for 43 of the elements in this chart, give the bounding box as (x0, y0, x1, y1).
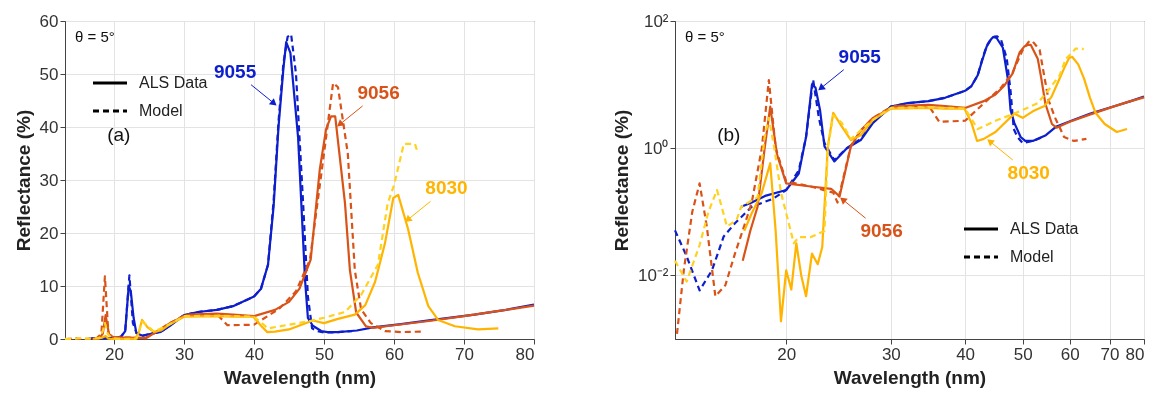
y-axis-title: Reflectance (%) (12, 109, 34, 252)
annotation: θ = 5° (75, 28, 115, 45)
y-tick-label: 0 (49, 329, 59, 349)
annotation: ALS Data (139, 74, 208, 91)
x-tick-label: 70 (455, 344, 474, 364)
y-axis-title: Reflectance (%) (610, 109, 632, 252)
y-tick-label: 50 (39, 64, 59, 84)
line-series (91, 193, 500, 341)
annotation: (b) (717, 124, 741, 146)
annotation: 9056 (860, 220, 903, 242)
annotation: Model (1010, 248, 1054, 265)
y-tick-label: 20 (39, 223, 59, 243)
annotation: 9056 (357, 82, 400, 103)
x-tick-label: 60 (385, 344, 404, 364)
y-tick-label: 40 (39, 117, 59, 137)
x-tick-label: 30 (881, 344, 901, 364)
x-tick-label: 40 (956, 344, 976, 364)
annotation: Model (139, 102, 183, 119)
y-tick-label: 30 (39, 170, 59, 190)
x-tick-label: 40 (245, 344, 264, 364)
x-tick-label: 20 (777, 344, 797, 364)
y-tick-label: 60 (39, 11, 59, 31)
x-axis-title: Wavelength (nm) (223, 366, 377, 388)
annotation: 9055 (213, 60, 257, 82)
x-tick-label: 20 (105, 344, 124, 364)
x-tick-label: 60 (1060, 344, 1080, 364)
x-tick-label: 70 (1100, 344, 1120, 364)
x-tick-label: 80 (1125, 344, 1145, 364)
x-tick-label: 30 (175, 344, 194, 364)
y-tick-label: 10² (643, 11, 669, 31)
annotation: θ = 5° (685, 28, 725, 45)
y-tick-label: 10 (39, 276, 59, 296)
annotation: (a) (107, 124, 131, 146)
annotation: 8030 (1007, 161, 1050, 183)
y-tick-label: 10⁻² (637, 265, 669, 285)
x-tick-label: 80 (515, 344, 535, 364)
x-axis-title: Wavelength (nm) (833, 366, 987, 388)
y-tick-label: 10⁰ (643, 138, 669, 158)
x-tick-label: 50 (1013, 344, 1033, 364)
annotation: 9055 (838, 45, 882, 67)
annotation: 8030 (425, 177, 468, 199)
annotation: ALS Data (1010, 220, 1079, 237)
x-tick-label: 50 (315, 344, 334, 364)
